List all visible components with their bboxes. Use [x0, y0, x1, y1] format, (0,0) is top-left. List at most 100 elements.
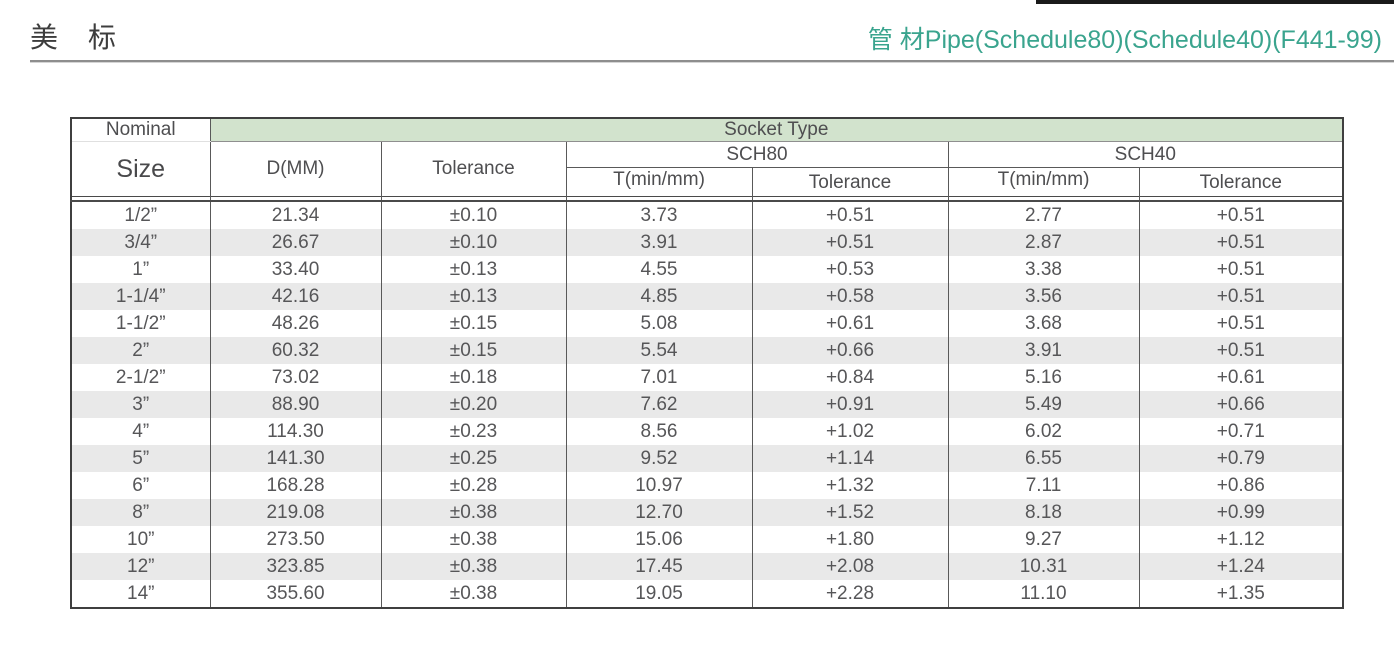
- cell: ±0.28: [380, 472, 566, 499]
- cell: 3.73: [565, 201, 752, 229]
- cell: 5.49: [947, 391, 1139, 418]
- cell: 3.68: [947, 310, 1139, 337]
- cell: 12”: [70, 553, 210, 580]
- cell: +0.99: [1138, 499, 1344, 526]
- cell: +1.14: [751, 445, 948, 472]
- table-row: 5” 141.30 ±0.25 9.52 +1.14 6.55 +0.79: [70, 445, 1344, 472]
- pipe-spec-table-wrap: Nominal Socket Type Size D(MM) Tolerance…: [70, 117, 1345, 609]
- cell: ±0.38: [380, 553, 566, 580]
- cell: 219.08: [209, 499, 381, 526]
- cell: 3.91: [947, 337, 1139, 364]
- cell: 3.91: [565, 229, 752, 256]
- cell: 3”: [70, 391, 210, 418]
- cell: +2.28: [751, 580, 948, 608]
- cell: ±0.23: [380, 418, 566, 445]
- cell: 33.40: [209, 256, 381, 283]
- header-body-separator: [70, 196, 1344, 202]
- cell: 17.45: [565, 553, 752, 580]
- table-body: 1/2” 21.34 ±0.10 3.73 +0.51 2.77 +0.51 3/4” 26.6…: [70, 201, 1344, 608]
- cell: +0.71: [1138, 418, 1344, 445]
- cell: 10”: [70, 526, 210, 553]
- cell: ±0.25: [380, 445, 566, 472]
- cell: 15.06: [565, 526, 752, 553]
- cell: +0.84: [751, 364, 948, 391]
- cell: +0.51: [751, 201, 948, 229]
- header-sch80-t: T(min/mm): [565, 167, 752, 197]
- cell: 8”: [70, 499, 210, 526]
- table-row: 12” 323.85 ±0.38 17.45 +2.08 10.31 +1.24: [70, 553, 1344, 580]
- header-sch40: SCH40: [947, 141, 1344, 168]
- cell: 6.55: [947, 445, 1139, 472]
- cell: 1-1/2”: [70, 310, 210, 337]
- table-row: 2-1/2” 73.02 ±0.18 7.01 +0.84 5.16 +0.61: [70, 364, 1344, 391]
- cell: 2.87: [947, 229, 1139, 256]
- cell: 12.70: [565, 499, 752, 526]
- cell: 3/4”: [70, 229, 210, 256]
- cell: ±0.13: [380, 256, 566, 283]
- cell: 323.85: [209, 553, 381, 580]
- table-row: 8” 219.08 ±0.38 12.70 +1.52 8.18 +0.99: [70, 499, 1344, 526]
- table-row: 10” 273.50 ±0.38 15.06 +1.80 9.27 +1.12: [70, 526, 1344, 553]
- cell: 4.85: [565, 283, 752, 310]
- cell: +0.51: [1138, 337, 1344, 364]
- table-row: 1/2” 21.34 ±0.10 3.73 +0.51 2.77 +0.51: [70, 201, 1344, 229]
- cell: +0.61: [751, 310, 948, 337]
- cell: 1”: [70, 256, 210, 283]
- header-sch40-t: T(min/mm): [947, 167, 1139, 197]
- section-title: 管 材Pipe(Schedule80)(Schedule40)(F441-99): [867, 26, 1382, 54]
- cell: 6.02: [947, 418, 1139, 445]
- cell: ±0.18: [380, 364, 566, 391]
- cell: 355.60: [209, 580, 381, 608]
- cell: 168.28: [209, 472, 381, 499]
- cell: 5.54: [565, 337, 752, 364]
- cell: 3.38: [947, 256, 1139, 283]
- cell: +0.86: [1138, 472, 1344, 499]
- cell: 60.32: [209, 337, 381, 364]
- table-row: 3/4” 26.67 ±0.10 3.91 +0.51 2.87 +0.51: [70, 229, 1344, 256]
- cell: 5.08: [565, 310, 752, 337]
- cell: +0.51: [1138, 310, 1344, 337]
- cell: 1/2”: [70, 201, 210, 229]
- cell: 3.56: [947, 283, 1139, 310]
- cell: ±0.10: [380, 201, 566, 229]
- header-sch80-tolerance: Tolerance: [751, 167, 948, 197]
- header-size: Size: [70, 141, 210, 197]
- cell: 114.30: [209, 418, 381, 445]
- cell: 7.62: [565, 391, 752, 418]
- cell: 88.90: [209, 391, 381, 418]
- cell: 4”: [70, 418, 210, 445]
- cell: +0.51: [1138, 229, 1344, 256]
- cell: +1.32: [751, 472, 948, 499]
- page-header: 美 标 管 材Pipe(Schedule80)(Schedule40)(F441…: [30, 16, 1382, 56]
- cell: 5.16: [947, 364, 1139, 391]
- header-d-mm: D(MM): [209, 141, 381, 197]
- cell: +1.12: [1138, 526, 1344, 553]
- table-row: 4” 114.30 ±0.23 8.56 +1.02 6.02 +0.71: [70, 418, 1344, 445]
- cell: +0.66: [1138, 391, 1344, 418]
- cell: 19.05: [565, 580, 752, 608]
- cell: 2.77: [947, 201, 1139, 229]
- cell: +0.53: [751, 256, 948, 283]
- table-row: 6” 168.28 ±0.28 10.97 +1.32 7.11 +0.86: [70, 472, 1344, 499]
- cell: 8.56: [565, 418, 752, 445]
- top-edge-bar: [1036, 0, 1394, 4]
- cell: 21.34: [209, 201, 381, 229]
- table-row: 1” 33.40 ±0.13 4.55 +0.53 3.38 +0.51: [70, 256, 1344, 283]
- table-row: 1-1/4” 42.16 ±0.13 4.85 +0.58 3.56 +0.51: [70, 283, 1344, 310]
- table-row: 2” 60.32 ±0.15 5.54 +0.66 3.91 +0.51: [70, 337, 1344, 364]
- table-row: 3” 88.90 ±0.20 7.62 +0.91 5.49 +0.66: [70, 391, 1344, 418]
- cell: 26.67: [209, 229, 381, 256]
- cell: +0.58: [751, 283, 948, 310]
- cell: 10.97: [565, 472, 752, 499]
- cell: 2”: [70, 337, 210, 364]
- cell: ±0.13: [380, 283, 566, 310]
- cell: 1-1/4”: [70, 283, 210, 310]
- header-sch80: SCH80: [565, 141, 948, 168]
- cell: 7.11: [947, 472, 1139, 499]
- header-nominal: Nominal: [70, 118, 210, 142]
- cell: ±0.15: [380, 310, 566, 337]
- cell: 73.02: [209, 364, 381, 391]
- cell: 42.16: [209, 283, 381, 310]
- header-divider: [30, 60, 1394, 63]
